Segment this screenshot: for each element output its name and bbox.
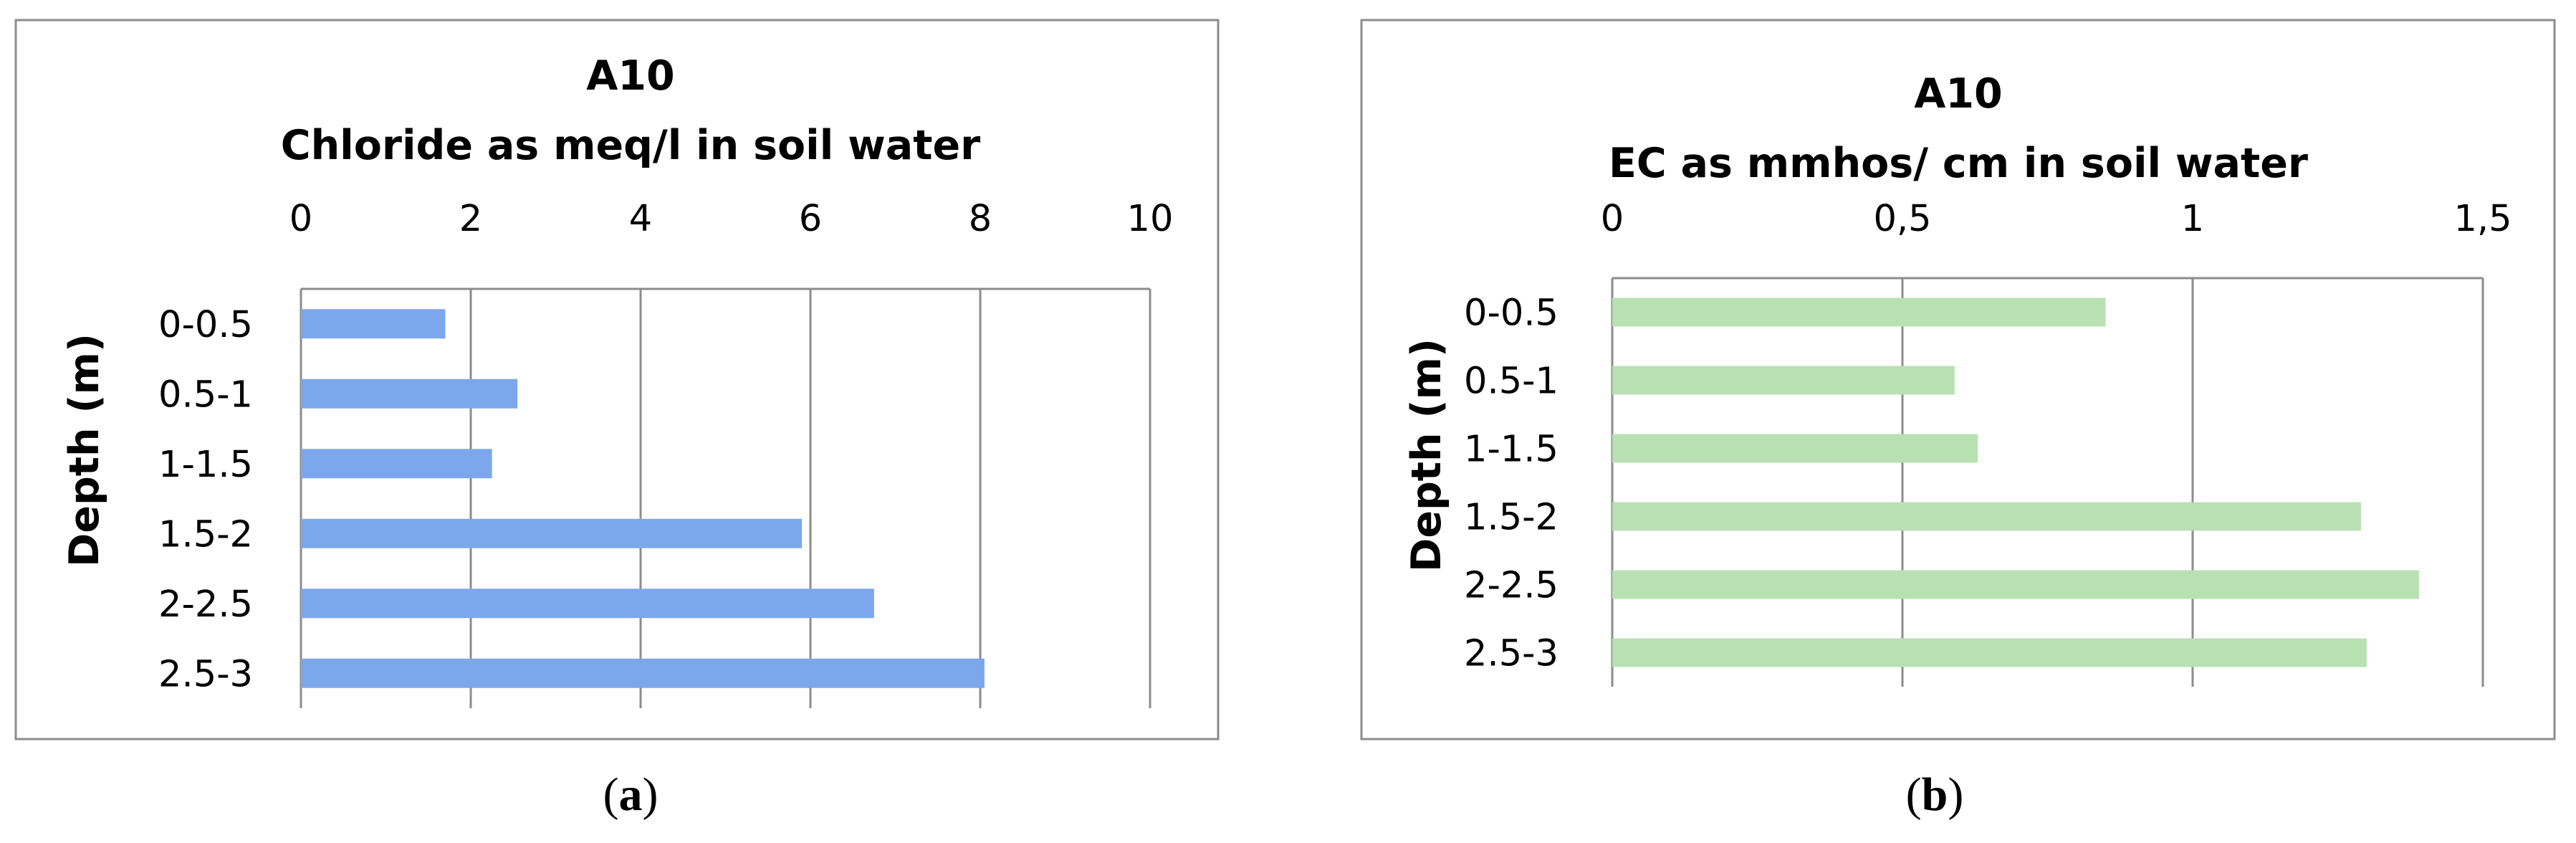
chart-b-y-axis-label: Depth (m): [1403, 338, 1450, 572]
chart-a-bar: [301, 378, 518, 409]
chart-a-bars: [301, 309, 985, 688]
chart-b-category-label: 2-2.5: [1464, 565, 1558, 607]
chart-a-title-line2: Chloride as meq/l in soil water: [281, 122, 980, 169]
chart-b-category-label: 1-1.5: [1464, 429, 1558, 471]
chart-a-svg: A10 Chloride as meq/l in soil water 0 2 4 6…: [14, 19, 1220, 821]
chart-a-x-tick-label: 2: [459, 198, 482, 240]
chart-a-category-label: 2.5-3: [158, 653, 253, 695]
chart-b-x-tick-label: 1,5: [2453, 198, 2512, 240]
chart-b-title-line2: EC as mmhos/ cm in soil water: [1609, 140, 2308, 187]
chart-b-bar: [1612, 570, 2419, 599]
chart-b-bar: [1612, 297, 2106, 327]
chart-b-x-tick-label: 0: [1601, 198, 1624, 240]
chart-b-bars: [1612, 297, 2419, 667]
chart-a-category-labels: 0-0.5 0.5-1 1-1.5 1.5-2 2-2.5 2.5-3: [158, 304, 253, 696]
chart-b-title-line1: A10: [1914, 70, 2002, 118]
chart-a-gridlines: [300, 287, 1151, 708]
chart-panel-a: A10 Chloride as meq/l in soil water 0 2 4 6…: [0, 0, 1261, 839]
chart-b-x-tick-label: 1: [2181, 198, 2204, 240]
chart-b-frame: [1360, 19, 2556, 740]
chart-b-category-label: 1.5-2: [1464, 497, 1558, 539]
chart-b-category-label: 0.5-1: [1464, 361, 1558, 403]
chart-a-category-label: 0.5-1: [158, 373, 253, 416]
chart-b-category-label: 0-0.5: [1464, 292, 1558, 335]
chart-a-bar: [301, 658, 985, 688]
chart-a-x-tick-label: 8: [969, 198, 992, 240]
chart-a-category-label: 2-2.5: [158, 584, 253, 626]
chart-a-frame: [14, 19, 1220, 740]
chart-panel-b: A10 EC as mmhos/ cm in soil water 0 0,5 1 1…: [1293, 0, 2576, 839]
chart-a-bar: [301, 309, 446, 339]
chart-a-x-tick-labels: 0 2 4 6 8 10: [289, 198, 1174, 240]
chart-b-gridlines: [1611, 277, 2484, 687]
chart-a-category-label: 0-0.5: [158, 304, 253, 346]
chart-b-bar: [1612, 366, 1955, 395]
chart-a-bar: [301, 449, 492, 479]
panel-a-label: (a): [603, 768, 659, 821]
chart-a-bar: [301, 518, 803, 548]
chart-a-x-tick-label: 6: [799, 198, 822, 240]
chart-a-category-label: 1.5-2: [158, 513, 253, 556]
chart-b-x-tick-label: 0,5: [1873, 198, 1931, 240]
chart-a-x-tick-label: 0: [289, 198, 312, 240]
chart-a-category-label: 1-1.5: [158, 444, 253, 486]
chart-a-title-line1: A10: [586, 52, 674, 100]
panel-b-label: (b): [1906, 768, 1964, 821]
chart-a-bar: [301, 589, 874, 619]
chart-a-y-axis-label: Depth (m): [61, 333, 108, 567]
chart-a-x-tick-label: 10: [1127, 198, 1174, 240]
chart-b-bar: [1612, 638, 2367, 667]
chart-b-bar: [1612, 502, 2361, 531]
chart-b-bar: [1612, 434, 1978, 463]
chart-b-x-tick-labels: 0 0,5 1 1,5: [1601, 198, 2512, 240]
chart-a-x-tick-label: 4: [629, 198, 652, 240]
chart-b-svg: A10 EC as mmhos/ cm in soil water 0 0,5 1 1…: [1360, 19, 2556, 821]
chart-b-category-label: 2.5-3: [1464, 633, 1558, 675]
chart-b-category-labels: 0-0.5 0.5-1 1-1.5 1.5-2 2-2.5 2.5-3: [1464, 292, 1558, 675]
